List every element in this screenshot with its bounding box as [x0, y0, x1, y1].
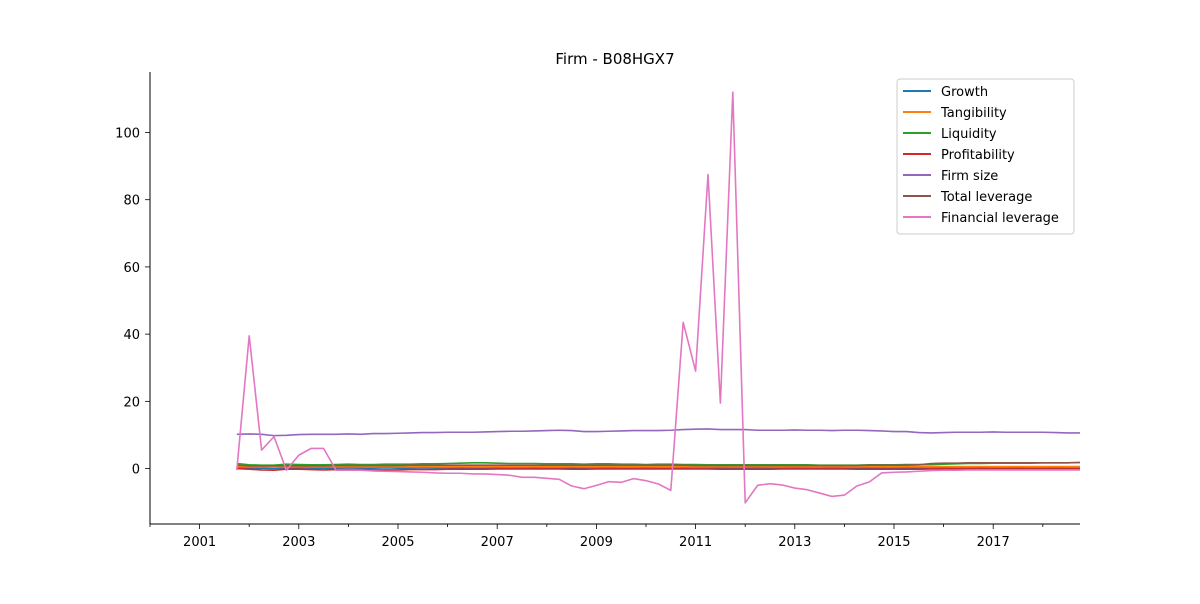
- y-tick-label: 60: [123, 261, 140, 276]
- x-tick-label: 2005: [381, 535, 414, 550]
- x-tick-label: 2013: [778, 535, 811, 550]
- x-tick-label: 2009: [580, 535, 613, 550]
- x-tick-label: 2011: [679, 535, 712, 550]
- legend-label-financial-leverage: Financial leverage: [941, 211, 1059, 226]
- y-tick-label: 80: [123, 194, 140, 209]
- legend-label-tangibility: Tangibility: [940, 106, 1007, 121]
- legend-label-profitability: Profitability: [941, 148, 1015, 163]
- x-tick-label: 2001: [183, 535, 216, 550]
- legend-label-total-leverage: Total leverage: [940, 190, 1032, 205]
- legend: Growth Tangibility Liquidity Profitability F…: [897, 79, 1074, 234]
- legend-label-growth: Growth: [941, 85, 988, 100]
- y-tick-label: 100: [115, 126, 140, 141]
- chart-title: Firm - B08HGX7: [555, 50, 674, 68]
- x-tick-label: 2003: [282, 535, 315, 550]
- y-tick-label: 40: [123, 328, 140, 343]
- legend-label-liquidity: Liquidity: [941, 127, 997, 142]
- y-tick-label: 0: [132, 463, 140, 478]
- legend-label-firm-size: Firm size: [941, 169, 998, 184]
- x-tick-label: 2017: [977, 535, 1010, 550]
- x-tick-label: 2015: [877, 535, 910, 550]
- x-tick-label: 2007: [481, 535, 514, 550]
- y-tick-label: 20: [123, 395, 140, 410]
